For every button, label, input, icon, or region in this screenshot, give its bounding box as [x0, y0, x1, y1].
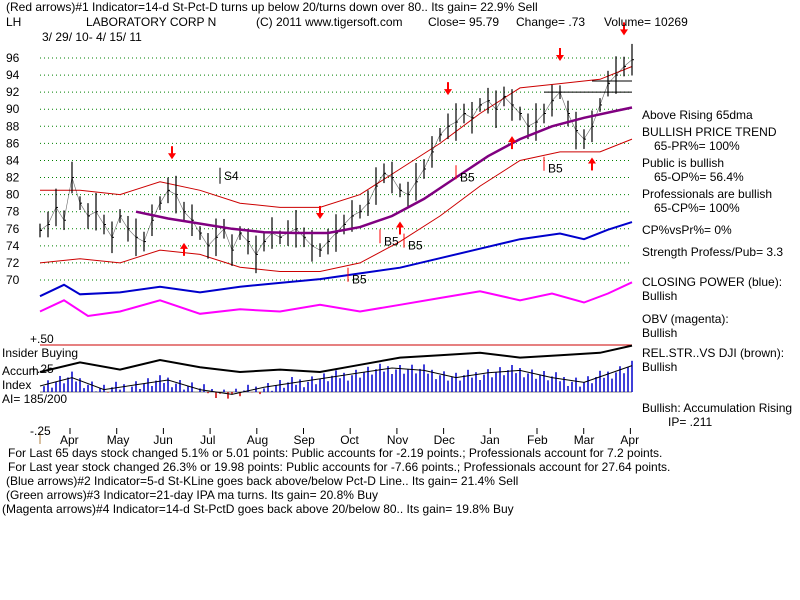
month-label: Nov	[387, 433, 408, 447]
volume-value: Volume= 10269	[604, 15, 688, 29]
price-axis-labels: 96 94 92 90 88 86 84 82 80 78 76 74 72 70	[6, 51, 20, 287]
month-label: May	[107, 433, 130, 447]
y-tick-label: 72	[6, 256, 20, 270]
month-label: Oct	[340, 433, 359, 447]
month-label: Apr	[620, 433, 639, 447]
closing-power-value: Bullish	[642, 289, 678, 303]
red-down-arrowhead	[444, 89, 452, 96]
y-tick-label: 94	[6, 68, 20, 82]
y-tick-label: 82	[6, 171, 20, 185]
y-tick-label: 96	[6, 51, 20, 65]
month-label: Jan	[480, 433, 499, 447]
date-range: 3/ 29/ 10- 4/ 15/ 11	[42, 30, 142, 44]
b5-label: B5	[408, 239, 423, 253]
ticker-symbol: LH	[6, 15, 22, 29]
month-label: Jun	[153, 433, 172, 447]
accum-ma-line	[39, 365, 633, 395]
month-axis-labels: Apr May Jun Jul Aug Sep Oct Nov Dec Jan Feb Mar Apr	[60, 428, 639, 447]
close-value: Close= 95.79	[428, 15, 500, 29]
change-value: Change= .73	[516, 15, 586, 29]
ma65-line	[135, 106, 633, 235]
copyright: (C) 2011 www.tigersoft.com	[256, 15, 403, 29]
b5-label: B5	[460, 170, 475, 184]
accumulation-panel	[39, 344, 633, 399]
month-label: Dec	[434, 433, 455, 447]
insider-buying-label: Insider Buying	[2, 346, 79, 360]
closing-power-series	[39, 221, 633, 298]
month-label: Jul	[200, 433, 215, 447]
public-status: Public is bullish	[642, 156, 725, 170]
b5-label: B5	[352, 273, 367, 287]
ai-value: AI= 185/200	[2, 392, 68, 406]
y-tick-label: 90	[6, 102, 20, 116]
red-down-arrowhead	[316, 212, 324, 219]
lower-band	[39, 138, 633, 272]
cp-value: 65-CP%= 100%	[654, 201, 740, 215]
indicator-2-text: (Blue arrows)#2 Indicator=5-d St-KLine g…	[6, 474, 519, 488]
signal-marks: B5 B5 B5 B5 B5 S4	[39, 156, 563, 444]
index-label: Index	[2, 378, 32, 392]
y-tick-label: 74	[6, 239, 20, 253]
plus-25-label: +.25	[30, 362, 54, 376]
accumulation-status: Bullish: Accumulation Rising	[642, 401, 793, 415]
y-tick-label: 76	[6, 222, 20, 236]
obv-value: Bullish	[642, 326, 678, 340]
red-up-arrowhead	[588, 157, 596, 164]
above-65dma: Above Rising 65dma	[642, 108, 753, 122]
pr-value: 65-PR%= 100%	[654, 139, 740, 153]
red-down-arrowhead	[168, 153, 176, 160]
month-label: Mar	[574, 433, 595, 447]
red-up-arrowhead	[180, 242, 188, 249]
rel-str-value: Bullish	[642, 360, 678, 374]
month-label: Aug	[247, 433, 268, 447]
y-tick-label: 84	[6, 153, 20, 167]
b5-label: B5	[548, 162, 563, 176]
accum-label: Accum	[2, 364, 39, 378]
minus-25-label: -.25	[30, 424, 51, 438]
obv-label: OBV (magenta):	[642, 312, 729, 326]
obv-series	[39, 281, 633, 318]
y-tick-label: 70	[6, 273, 20, 287]
y-tick-label: 78	[6, 205, 20, 219]
indicator-4-text: (Magenta arrows)#4 Indicator=14-d St-Pct…	[2, 502, 514, 516]
month-label: Sep	[294, 433, 316, 447]
plus-50-label: +.50	[30, 332, 54, 346]
price-series	[39, 43, 634, 274]
upper-band	[40, 66, 633, 208]
professionals-status: Professionals are bullish	[642, 187, 773, 201]
price-bands	[39, 66, 633, 272]
ma65-series	[135, 106, 633, 235]
indicator-1-text: (Red arrows)#1 Indicator=14-d St-Pct-D t…	[6, 0, 538, 14]
op-value: 65-OP%= 56.4%	[654, 170, 744, 184]
red-up-arrowhead	[396, 221, 404, 228]
month-label: Feb	[527, 433, 548, 447]
rel-str-line	[39, 344, 633, 374]
y-tick-label: 92	[6, 85, 20, 99]
month-label: Apr	[60, 433, 79, 447]
y-tick-label: 80	[6, 188, 20, 202]
rel-str-label: REL.STR..VS DJI (brown):	[642, 346, 785, 360]
obv-line	[39, 281, 633, 318]
footer-last-year: For Last year stock changed 26.3% or 19.…	[8, 460, 671, 474]
red-down-arrowhead	[556, 55, 564, 61]
ip-value: IP= .211	[668, 415, 713, 429]
indicator-3-text: (Green arrows)#3 Indicator=21-day IPA ma…	[6, 488, 378, 502]
company-name: LABORATORY CORP N	[86, 15, 217, 29]
closing-power-line	[39, 221, 633, 298]
b5-label: B5	[384, 234, 399, 248]
strength-ratio: Strength Profess/Pub= 3.3	[642, 245, 784, 259]
signal-arrows	[168, 22, 628, 256]
red-down-arrowhead	[620, 29, 628, 36]
y-tick-label: 88	[6, 119, 20, 133]
cp-vs-pr: CP%vsPr%= 0%	[642, 223, 732, 237]
y-tick-label: 86	[6, 136, 20, 150]
s4-label: S4	[224, 169, 239, 183]
footer-65-days: For Last 65 days stock changed 5.1% or 5…	[8, 446, 663, 460]
bullish-price-trend: BULLISH PRICE TREND	[642, 125, 777, 139]
closing-power-label: CLOSING POWER (blue):	[642, 275, 783, 289]
price-close-line	[39, 59, 633, 255]
red-up-arrowhead	[508, 136, 516, 143]
